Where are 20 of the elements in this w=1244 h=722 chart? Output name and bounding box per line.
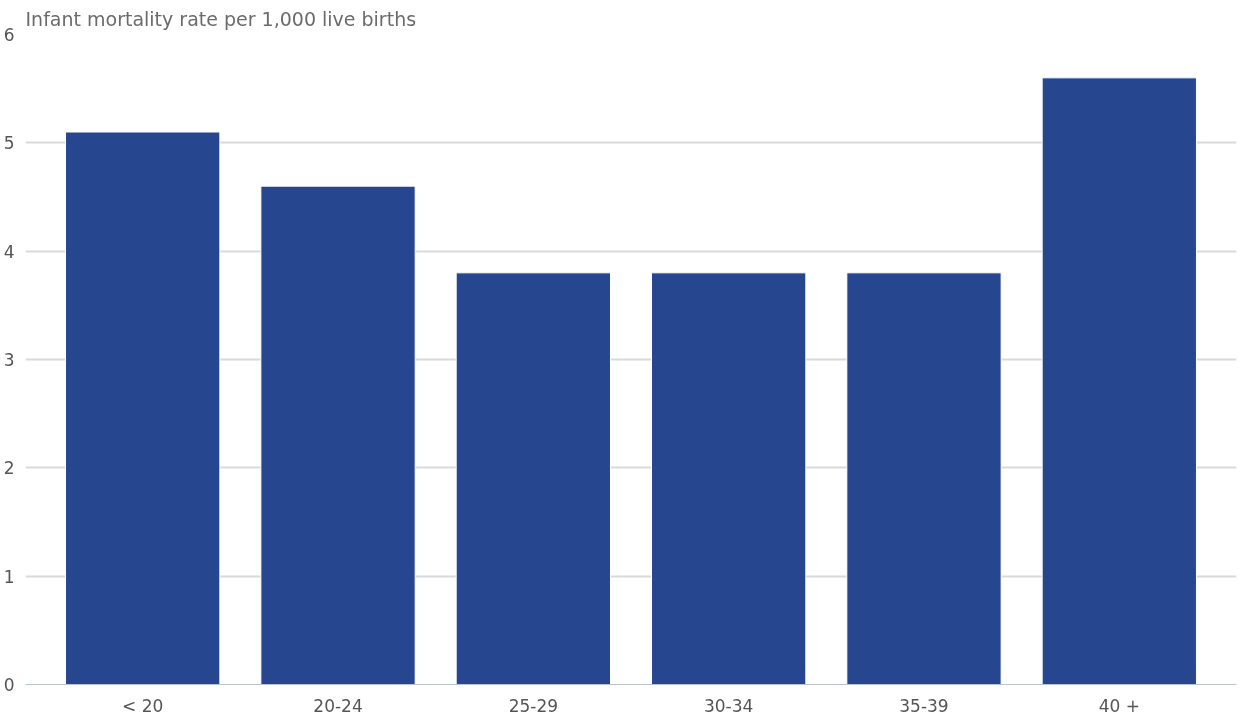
y-tick-label: 3 [3, 350, 15, 370]
bar [455, 272, 611, 685]
y-tick-label: 4 [3, 241, 15, 262]
bar [260, 185, 416, 685]
x-tick-label: 25-29 [508, 695, 559, 716]
y-tick-label: 2 [3, 458, 15, 479]
chart-subtitle: Infant mortality rate per 1,000 live births [25, 7, 417, 30]
x-tick-label: < 20 [122, 695, 164, 716]
x-tick-label: 20-24 [313, 695, 363, 716]
bar [651, 272, 807, 685]
y-tick-label: 1 [3, 566, 15, 587]
x-tick-label: 40 + [1098, 695, 1140, 716]
y-tick-label: 5 [3, 133, 15, 154]
bar [1041, 77, 1197, 685]
y-tick-label: 6 [3, 25, 15, 45]
x-tick-label: 30-34 [703, 695, 754, 716]
bar [846, 272, 1002, 685]
y-tick-label: 0 [3, 675, 15, 695]
x-tick-label: 35-39 [899, 695, 949, 716]
bar [65, 131, 221, 685]
